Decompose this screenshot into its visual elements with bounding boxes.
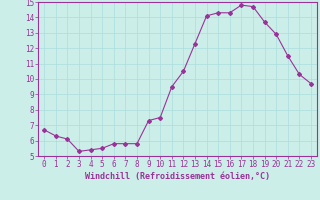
X-axis label: Windchill (Refroidissement éolien,°C): Windchill (Refroidissement éolien,°C) [85, 172, 270, 181]
